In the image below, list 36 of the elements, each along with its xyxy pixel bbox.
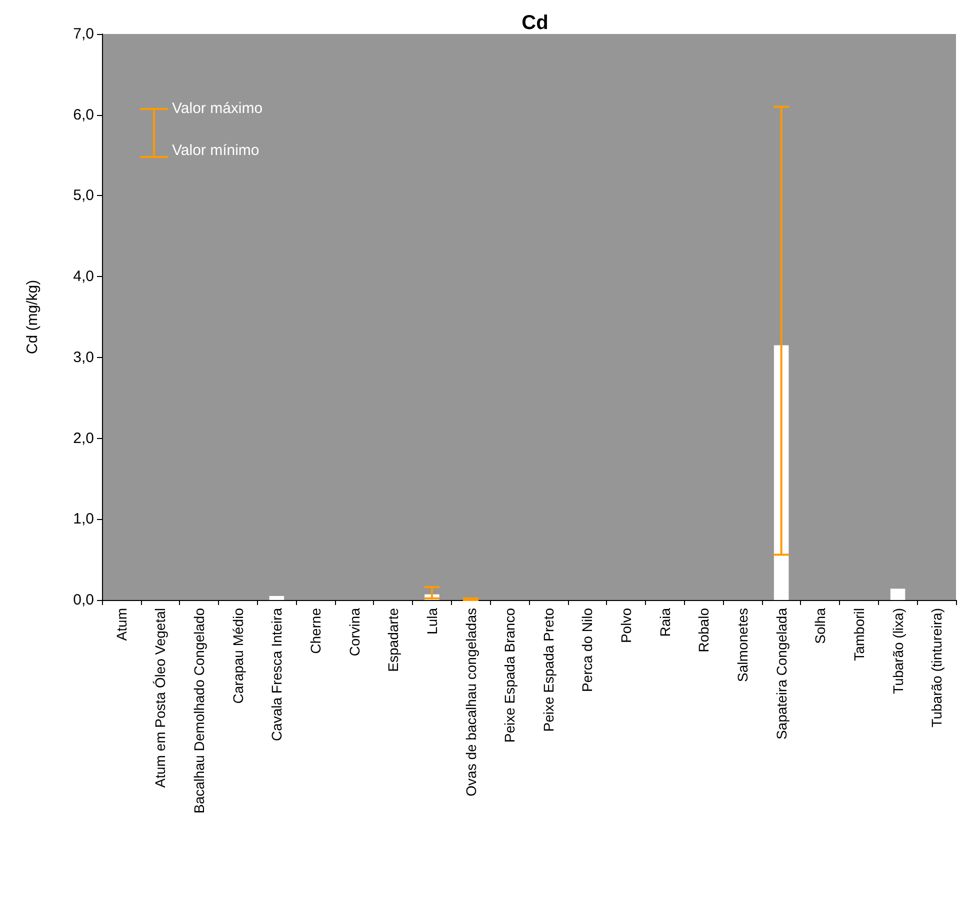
x-tick-label: Cavala Fresca Inteira	[268, 608, 285, 742]
x-tick-label: Corvina	[346, 608, 362, 656]
x-tick-label: Peixe Espada Branco	[502, 608, 518, 743]
y-tick-label: 3,0	[73, 348, 94, 366]
x-tick-label: Raia	[656, 608, 673, 637]
x-tick-label: Carapau Médio	[230, 608, 246, 704]
x-tick-label: Atum em Posta Óleo Vegetal	[152, 608, 168, 788]
x-tick-label: Peixe Espada Preto	[540, 608, 556, 732]
y-tick-label: 5,0	[73, 187, 94, 204]
x-tick-label: Tubarão (lixa)	[890, 608, 906, 694]
x-tick-label: Perca do Nilo	[579, 608, 596, 692]
x-tick-label: Sapateira Congelada	[773, 608, 790, 740]
x-tick-label: Atum	[113, 608, 130, 641]
y-tick-label: 0,0	[73, 592, 94, 608]
x-tick-label: Cherne	[308, 608, 324, 654]
x-tick-label: Tamboril	[850, 608, 867, 661]
annotation: Valor mínimo	[172, 142, 260, 159]
bar	[269, 596, 284, 600]
y-tick-label: 4,0	[73, 268, 94, 286]
y-axis-title: Cd (mg/kg)	[24, 280, 41, 354]
bar	[890, 588, 906, 600]
x-tick-label: Espadarte	[385, 608, 402, 672]
chart-title: Cd	[522, 12, 548, 34]
x-tick-label: Tubarão (tintureira)	[928, 608, 945, 728]
y-tick-label: 6,0	[73, 106, 94, 124]
x-tick-label: Lula	[424, 608, 440, 634]
x-tick-label: Robalo	[696, 608, 712, 652]
x-tick-label: Bacalhau Demolhado Congelado	[191, 608, 208, 814]
x-tick-label: Ovas de bacalhau congeladas	[462, 608, 479, 796]
x-tick-label: Solha	[812, 608, 828, 644]
x-tick-label: Polvo	[618, 608, 634, 644]
x-tick-label: Salmonetes	[734, 608, 750, 682]
y-tick-label: 7,0	[73, 26, 94, 42]
y-tick-label: 2,0	[73, 430, 94, 447]
y-tick-label: 1,0	[73, 510, 94, 528]
annotation: Valor máximo	[172, 100, 263, 117]
